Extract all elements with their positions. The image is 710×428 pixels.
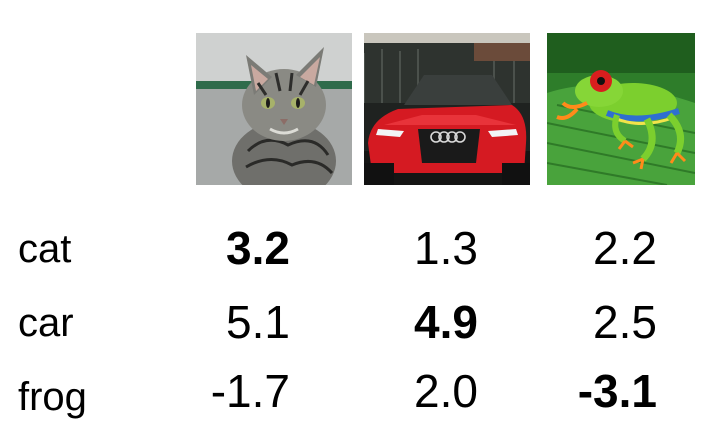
score-car-image3: 2.5 [593, 296, 657, 348]
score-car-image2: 4.9 [414, 296, 478, 348]
score-frog-image3: -3.1 [577, 365, 657, 417]
score-car-image1: 5.1 [226, 296, 290, 348]
score-frog-image1: -1.7 [210, 365, 290, 417]
row-label-frog: frog [18, 375, 87, 419]
score-cat-image2: 1.3 [414, 222, 478, 274]
score-frog-image2: 2.0 [414, 365, 478, 417]
car-image [364, 33, 530, 185]
score-cat-image3: 2.2 [593, 222, 657, 274]
cat-image [196, 33, 352, 185]
row-label-car: car [18, 301, 74, 345]
score-cat-image1: 3.2 [226, 222, 290, 274]
row-label-cat: cat [18, 227, 72, 271]
frog-image [547, 33, 695, 185]
